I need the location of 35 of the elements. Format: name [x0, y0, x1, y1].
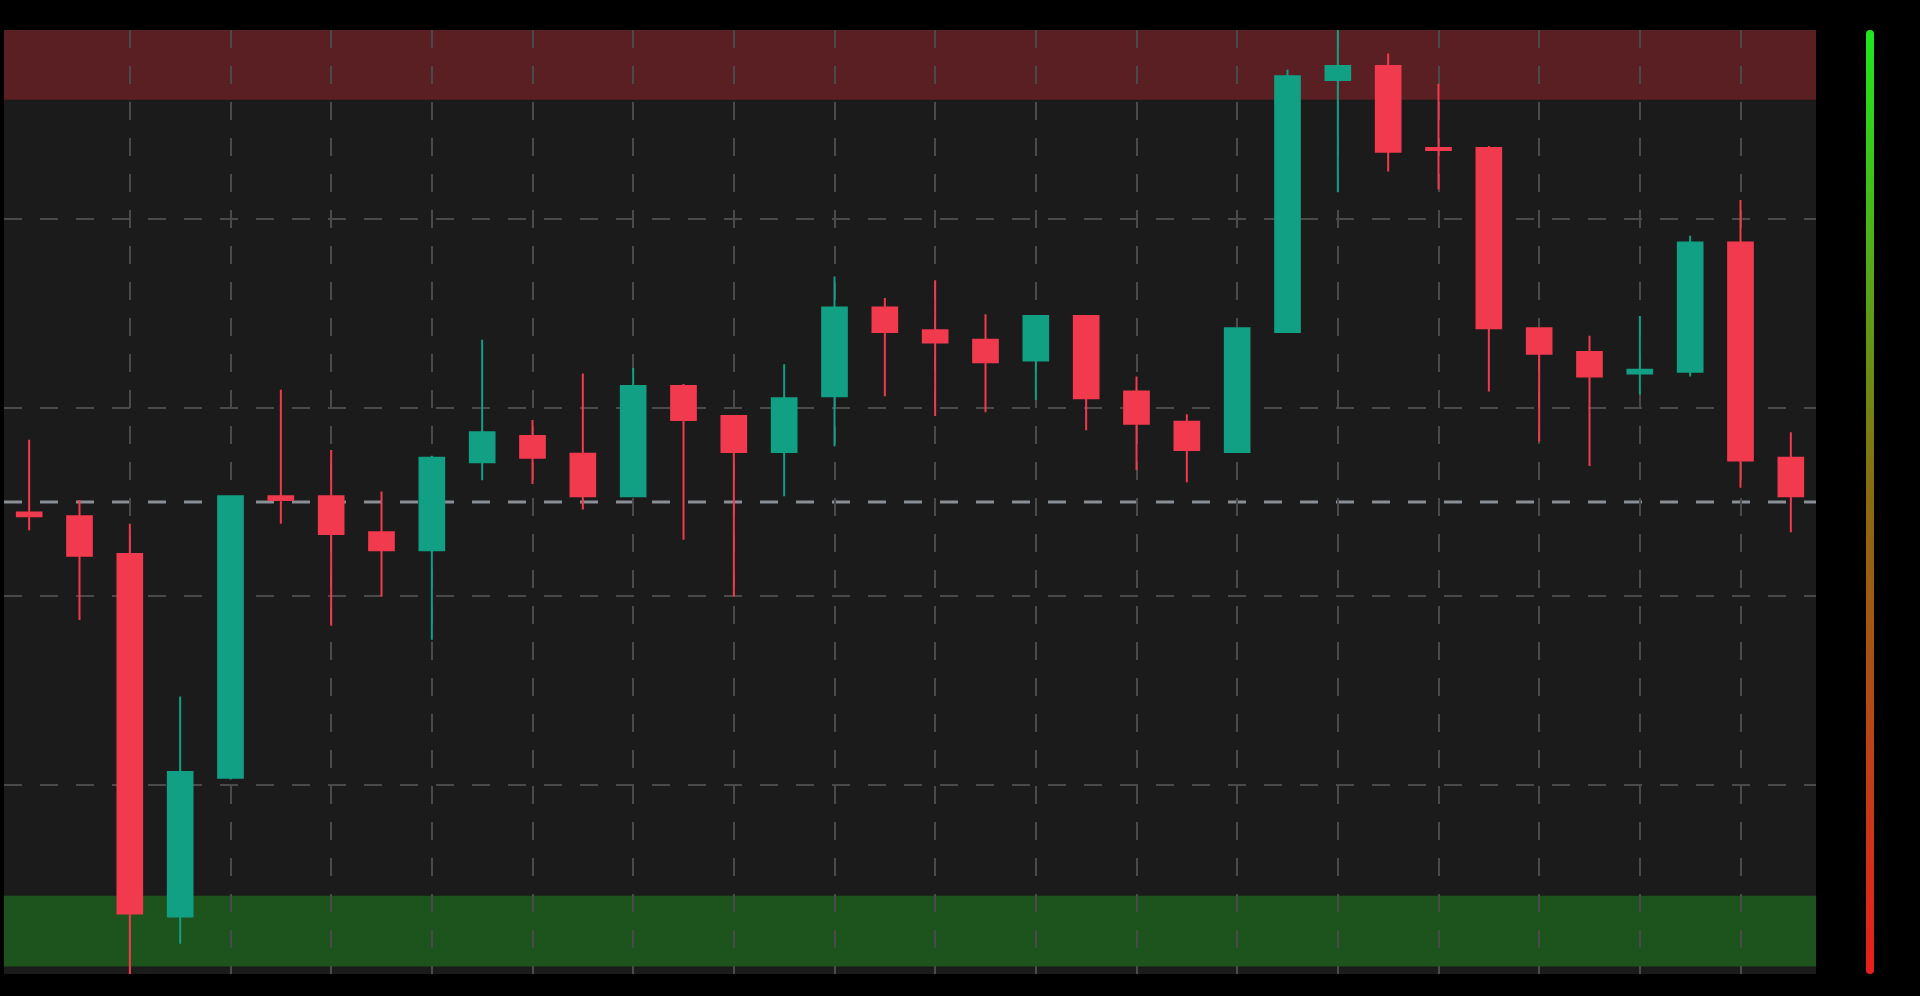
candlestick — [1274, 68, 1301, 334]
candlestick — [1374, 52, 1402, 173]
candlestick — [1022, 315, 1050, 402]
candlestick — [619, 366, 647, 498]
candlestick — [871, 297, 899, 398]
candlestick — [217, 495, 244, 781]
candlestick — [921, 279, 949, 418]
candlestick — [1223, 327, 1251, 453]
candlestick — [1777, 431, 1805, 534]
candlestick — [368, 490, 395, 598]
candlestick — [166, 695, 194, 945]
candlestick — [821, 275, 848, 448]
candlestick — [1626, 315, 1654, 396]
candlestick — [1425, 82, 1452, 191]
candlestick — [1475, 145, 1503, 393]
candlestick — [720, 415, 748, 598]
candlestick — [569, 372, 597, 511]
candlestick — [317, 449, 345, 627]
candlestick — [66, 499, 93, 621]
candlestick — [15, 438, 43, 532]
candlestick — [1525, 327, 1553, 443]
candlestick — [1324, 30, 1352, 194]
candlestick — [418, 454, 446, 641]
candlestick — [1727, 198, 1754, 489]
candlestick — [972, 313, 999, 414]
candlestick — [468, 338, 496, 482]
candlestick — [770, 363, 798, 498]
candlestick — [519, 418, 546, 486]
candlestick — [1173, 413, 1201, 484]
candlestick — [1072, 315, 1100, 432]
candlestick — [267, 388, 295, 525]
candlestick — [1676, 234, 1704, 378]
candlestick — [1576, 334, 1603, 468]
candlestick — [670, 383, 697, 541]
candlestick — [1123, 375, 1150, 471]
